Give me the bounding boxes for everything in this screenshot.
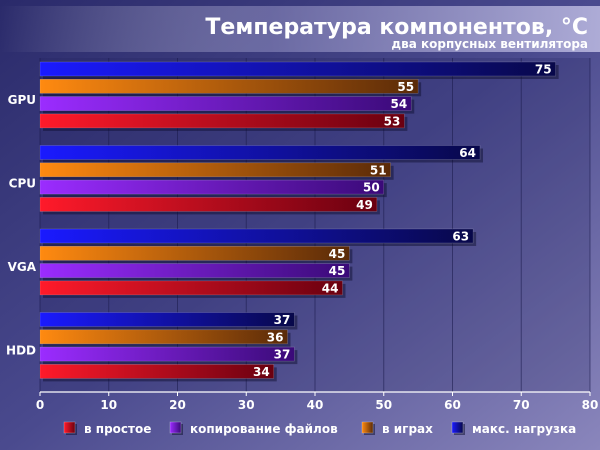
legend-swatch bbox=[361, 421, 374, 434]
x-tick-label: 10 bbox=[100, 398, 117, 412]
legend: в простое копирование файлов в играх макс. … bbox=[63, 421, 576, 436]
legend-label: в простое bbox=[84, 422, 151, 436]
bar bbox=[39, 113, 405, 129]
data-label: 45 bbox=[329, 247, 346, 261]
legend-label: копирование файлов bbox=[190, 422, 338, 436]
data-label: 64 bbox=[459, 146, 476, 160]
legend-swatch bbox=[63, 421, 76, 434]
x-tick-label: 70 bbox=[513, 398, 530, 412]
data-label: 37 bbox=[274, 313, 291, 327]
bar bbox=[39, 162, 391, 178]
data-label: 53 bbox=[384, 114, 401, 128]
data-label: 51 bbox=[370, 163, 387, 177]
bar bbox=[39, 364, 275, 379]
bars: 75 55 54 53 64 51 50 49 63 45 45 44 37 36 37 34 bbox=[39, 61, 559, 382]
bar bbox=[39, 197, 378, 212]
data-label: 34 bbox=[253, 365, 270, 379]
bar bbox=[39, 179, 385, 195]
bar bbox=[39, 96, 412, 111]
x-tick-label: 0 bbox=[36, 398, 44, 412]
data-label: 63 bbox=[452, 230, 469, 244]
bar bbox=[39, 79, 419, 94]
category-labels: GPU CPU VGA HDD bbox=[6, 93, 37, 358]
bar bbox=[39, 61, 556, 77]
data-label: 44 bbox=[322, 281, 339, 295]
category-label: HDD bbox=[6, 343, 36, 357]
data-label: 49 bbox=[356, 198, 373, 212]
data-label: 55 bbox=[397, 80, 414, 94]
data-label: 75 bbox=[535, 63, 552, 77]
bar bbox=[39, 312, 295, 327]
bar bbox=[39, 329, 288, 345]
legend-swatch bbox=[169, 421, 182, 434]
bar bbox=[39, 263, 350, 278]
x-tick-label: 20 bbox=[169, 398, 186, 412]
bar bbox=[39, 346, 295, 362]
chart-title: Температура компонентов, °C bbox=[205, 15, 588, 40]
legend-label: в играх bbox=[382, 422, 433, 436]
bar bbox=[39, 145, 481, 160]
bar bbox=[39, 246, 350, 261]
x-tick-label: 60 bbox=[444, 398, 461, 412]
category-label: GPU bbox=[8, 93, 36, 107]
data-label: 54 bbox=[391, 97, 408, 111]
x-axis: 0 10 20 30 40 50 60 70 80 bbox=[36, 391, 599, 412]
x-tick-label: 40 bbox=[307, 398, 324, 412]
chart-subtitle: два корпусных вентилятора bbox=[391, 37, 588, 51]
bar bbox=[39, 280, 343, 296]
legend-label: макс. нагрузка bbox=[472, 422, 576, 436]
title-band bbox=[0, 6, 600, 52]
x-tick-label: 50 bbox=[375, 398, 392, 412]
x-tick-label: 80 bbox=[582, 398, 599, 412]
bar bbox=[39, 228, 474, 244]
x-tick-label: 30 bbox=[238, 398, 255, 412]
category-label: VGA bbox=[8, 260, 37, 274]
legend-swatch bbox=[451, 421, 464, 434]
data-label: 50 bbox=[363, 181, 380, 195]
data-label: 37 bbox=[274, 348, 291, 362]
category-label: CPU bbox=[9, 176, 36, 190]
data-label: 36 bbox=[267, 330, 284, 344]
data-label: 45 bbox=[329, 264, 346, 278]
